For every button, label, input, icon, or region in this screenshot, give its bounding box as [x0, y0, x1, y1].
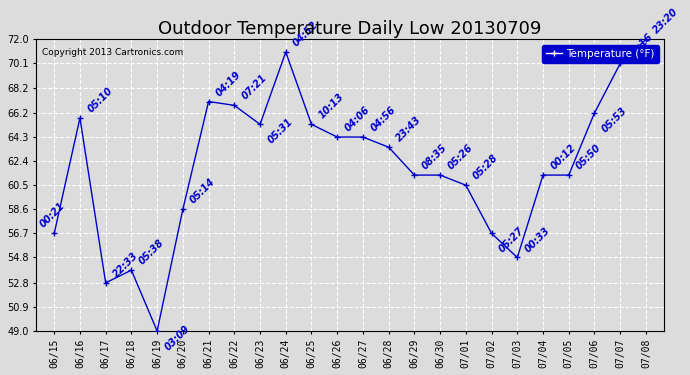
Text: 00:33: 00:33 [523, 225, 552, 254]
Text: 00:12: 00:12 [549, 142, 578, 171]
Text: 03:09: 03:09 [163, 324, 192, 352]
Text: 04:56: 04:56 [368, 105, 397, 134]
Text: 05:26: 05:26 [446, 142, 475, 171]
Text: 22:33: 22:33 [111, 251, 140, 279]
Text: 05:31: 05:31 [266, 117, 295, 146]
Text: 05:53: 05:53 [600, 105, 629, 134]
Text: 23:20: 23:20 [651, 7, 680, 36]
Text: 04:52: 04:52 [291, 20, 320, 48]
Text: 10:13: 10:13 [317, 92, 346, 121]
Text: 04:06: 04:06 [343, 105, 372, 134]
Text: 08:35: 08:35 [420, 142, 449, 171]
Text: 23:43: 23:43 [394, 115, 423, 144]
Text: 00:21: 00:21 [37, 201, 66, 230]
Text: 05:38: 05:38 [137, 238, 166, 267]
Text: 05:50: 05:50 [574, 142, 603, 171]
Text: 05:14: 05:14 [188, 177, 217, 206]
Text: 05:16: 05:16 [626, 31, 655, 60]
Text: 05:28: 05:28 [471, 153, 500, 182]
Text: Copyright 2013 Cartronics.com: Copyright 2013 Cartronics.com [43, 48, 184, 57]
Text: 07:21: 07:21 [240, 73, 269, 102]
Text: 05:10: 05:10 [86, 86, 115, 114]
Text: 04:19: 04:19 [214, 69, 243, 98]
Title: Outdoor Temperature Daily Low 20130709: Outdoor Temperature Daily Low 20130709 [159, 20, 542, 38]
Text: 05:27: 05:27 [497, 226, 526, 255]
Legend: Temperature (°F): Temperature (°F) [542, 45, 659, 63]
